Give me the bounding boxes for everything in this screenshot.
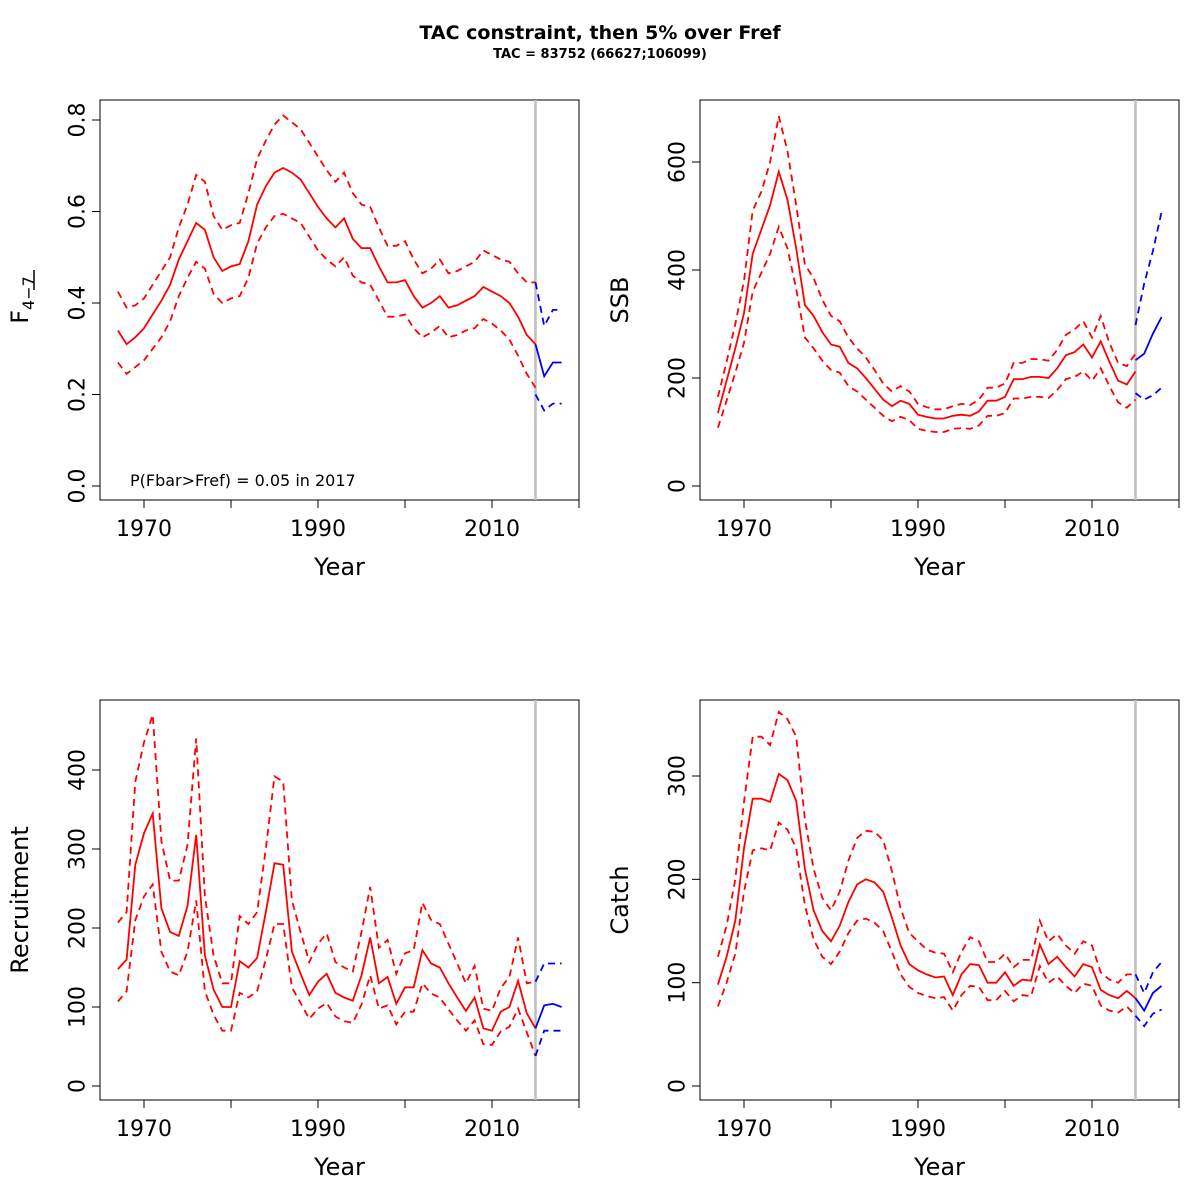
y-tick-label: 0.0 — [66, 469, 91, 504]
plot-frame — [99, 699, 580, 1101]
plot-frame — [699, 99, 1180, 501]
series-upper-line — [717, 115, 1137, 411]
y-axis-label: SSB — [606, 277, 634, 324]
x-tick-label: 1970 — [116, 1117, 172, 1142]
plot-frame — [699, 699, 1180, 1101]
x-tick-label: 1970 — [716, 1117, 772, 1142]
y-tick-label: 0 — [66, 1079, 91, 1093]
projection-upper-line — [1134, 211, 1163, 326]
projection-estimate-line — [1134, 316, 1163, 361]
x-tick-label: 1990 — [290, 517, 346, 542]
projection-lower-line — [1134, 387, 1163, 401]
x-tick-label: 2010 — [464, 517, 520, 542]
x-axis-label: Year — [913, 1153, 965, 1181]
projection-lower-line — [1134, 1008, 1162, 1028]
x-axis-label: Year — [313, 1153, 365, 1181]
y-tick-label: 100 — [666, 962, 691, 1004]
y-tick-label: 400 — [666, 249, 691, 291]
x-tick-label: 1990 — [890, 1117, 946, 1142]
y-tick-label: 300 — [666, 755, 691, 797]
y-tick-label: 200 — [666, 858, 691, 900]
panel-2: 1970 1990 2010 Year 0 200 400 600 SSB — [606, 99, 1180, 581]
projection-estimate-line — [534, 1002, 562, 1029]
x-axis-label: Year — [313, 553, 365, 581]
y-tick-label: 600 — [666, 141, 691, 183]
chart-subtitle: TAC = 83752 (66627;106099) — [493, 47, 707, 62]
plot-frame — [99, 99, 580, 501]
series-lower-line — [717, 820, 1137, 1017]
projection-upper-line — [534, 282, 562, 329]
series-estimate-line — [117, 166, 537, 346]
y-tick-label: 0.8 — [66, 103, 91, 138]
series-estimate-line — [717, 772, 1137, 1000]
x-tick-label: 2010 — [1064, 1117, 1120, 1142]
y-axis-label: F4−7 — [6, 276, 38, 324]
y-axis-label: Catch — [606, 865, 634, 934]
y-tick-label: 300 — [66, 828, 91, 870]
panel-3: 1970 1990 2010 Year 0 100 200 300 400 Recruitment — [6, 699, 580, 1181]
y-tick-label: 400 — [66, 749, 91, 791]
y-tick-label: 200 — [66, 907, 91, 949]
x-axis-label: Year — [913, 553, 965, 581]
y-tick-label: 0 — [666, 479, 691, 493]
series-upper-line — [117, 714, 536, 1013]
panel-1: 1970 1990 2010 Year 0.0 0.2 0.4 0.6 0.8 F4−7 P(Fba… — [6, 99, 580, 581]
x-tick-label: 1970 — [116, 517, 172, 542]
series-upper-line — [117, 114, 536, 309]
probability-annotation: P(Fbar>Fref) = 0.05 in 2017 — [130, 471, 356, 490]
chart-title: TAC constraint, then 5% over Fref — [419, 22, 781, 44]
x-tick-label: 1970 — [716, 517, 772, 542]
y-tick-label: 0.6 — [66, 194, 91, 229]
x-tick-label: 2010 — [1064, 517, 1120, 542]
y-tick-label: 0.4 — [66, 286, 91, 321]
projection-upper-line — [1134, 961, 1163, 996]
x-tick-label: 1990 — [890, 517, 946, 542]
x-tick-label: 1990 — [290, 1117, 346, 1142]
series-lower-line — [717, 224, 1137, 433]
y-tick-label: 200 — [666, 357, 691, 399]
y-axis-label: Recruitment — [6, 826, 34, 973]
projection-lower-line — [534, 1029, 562, 1057]
series-upper-line — [717, 710, 1136, 984]
series-lower-line — [117, 882, 537, 1057]
projection-estimate-line — [1134, 985, 1163, 1013]
projection-lower-line — [534, 394, 562, 412]
series-estimate-line — [117, 809, 537, 1032]
x-tick-label: 2010 — [464, 1117, 520, 1142]
series-lower-line — [117, 212, 537, 389]
panel-4: 1970 1990 2010 Year 0 100 200 300 Catch — [606, 699, 1180, 1181]
projection-estimate-line — [534, 343, 562, 379]
y-tick-label: 0.2 — [66, 377, 91, 412]
projection-upper-line — [534, 962, 562, 983]
y-tick-label: 100 — [66, 986, 91, 1028]
y-tick-label: 0 — [666, 1079, 691, 1093]
series-estimate-line — [717, 168, 1137, 420]
